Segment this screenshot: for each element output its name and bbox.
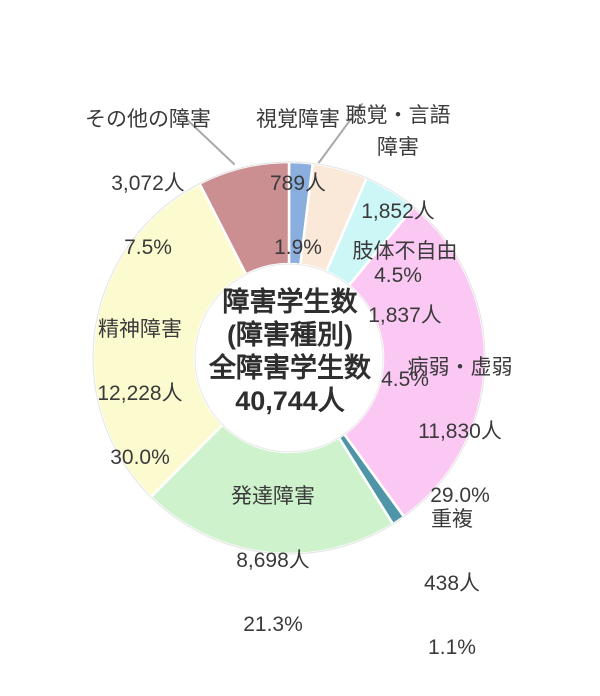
label-hearing-language-count: 1,852人 xyxy=(361,200,435,223)
donut-plot xyxy=(91,103,487,556)
label-physical: 肢体不自由 1,837人 4.5% xyxy=(353,204,458,428)
label-multiple-name: 重複 xyxy=(430,508,473,531)
label-developmental-count: 8,698人 xyxy=(236,549,310,572)
label-illness-count: 11,830人 xyxy=(418,420,502,443)
label-visual-name: 視覚障害 xyxy=(256,108,340,131)
label-visual-count: 789人 xyxy=(269,172,327,195)
label-mental-count: 12,228人 xyxy=(97,382,183,405)
label-developmental-pct: 21.3% xyxy=(243,613,303,636)
label-developmental-name: 発達障害 xyxy=(231,485,315,508)
label-visual-pct: 1.9% xyxy=(274,236,322,259)
label-multiple-count: 438人 xyxy=(423,572,481,595)
label-visual: 視覚障害 789人 1.9% xyxy=(256,72,340,296)
label-multiple-pct: 1.1% xyxy=(428,636,476,659)
label-other-name: その他の障害 xyxy=(85,108,211,131)
label-other-count: 3,072人 xyxy=(111,172,185,195)
label-mental: 精神障害 12,228人 30.0% xyxy=(97,282,182,506)
leader-line-hearing-language xyxy=(311,103,363,173)
label-hearing-language: 聴覚・言語 障害 1,852人 4.5% xyxy=(346,68,451,324)
label-multiple: 重複 438人 1.1% xyxy=(424,472,480,696)
label-physical-name: 肢体不自由 xyxy=(352,240,458,263)
leader-line-other xyxy=(179,112,235,165)
label-illness: 病弱・虚弱 11,830人 29.0% xyxy=(408,320,513,544)
label-hearing-language-pct: 4.5% xyxy=(374,264,422,287)
label-physical-pct: 4.5% xyxy=(381,368,429,391)
label-illness-name: 病弱・虚弱 xyxy=(407,356,513,379)
outer-rim xyxy=(92,161,486,555)
center-total-label: 障害学生数 (障害種別) 全障害学生数 40,744人 xyxy=(209,287,371,416)
label-other-pct: 7.5% xyxy=(124,236,172,259)
inner-rim xyxy=(194,263,384,453)
label-other: その他の障害 3,072人 7.5% xyxy=(85,72,211,296)
label-hearing-language-name: 聴覚・言語 障害 xyxy=(345,104,451,159)
label-mental-pct: 30.0% xyxy=(110,446,170,469)
donut-chart: 障害学生数 (障害種別) 全障害学生数 40,744人 その他の障害 3,072… xyxy=(85,68,513,659)
label-mental-name: 精神障害 xyxy=(97,318,182,341)
label-physical-count: 1,837人 xyxy=(368,304,442,327)
label-illness-pct: 29.0% xyxy=(430,484,490,507)
label-developmental: 発達障害 8,698人 21.3% xyxy=(231,449,315,673)
